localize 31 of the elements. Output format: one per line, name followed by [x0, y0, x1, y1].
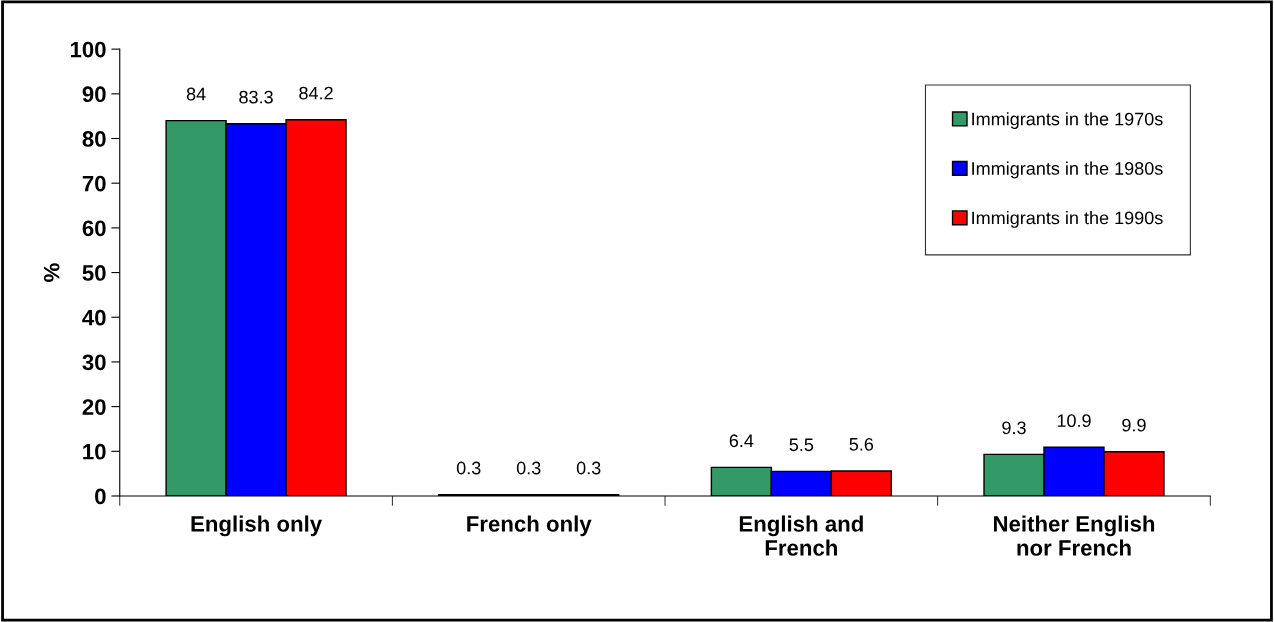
y-tick-label: 60 [82, 220, 106, 237]
data-label: 5.6 [849, 437, 874, 451]
legend-label: Immigrants in the 1980s [972, 161, 1163, 179]
legend-label: Immigrants in the 1990s [972, 211, 1163, 228]
data-label: 9.9 [1122, 418, 1146, 432]
y-tick-label: 40 [82, 309, 106, 326]
y-tick-label: 90 [82, 86, 106, 103]
x-tick-label: English and French [739, 515, 863, 556]
x-tick-label: Neither English nor French [993, 515, 1155, 556]
y-tick-label: 0 [95, 488, 106, 505]
y-tick-label: 20 [82, 399, 106, 415]
y-tick-label: 30 [82, 354, 106, 371]
x-tick-label: English only [191, 515, 323, 537]
data-label: 5.5 [789, 438, 814, 452]
data-label: 6.4 [729, 434, 754, 448]
data-label: 0.3 [456, 461, 481, 475]
data-label: 0.3 [576, 461, 601, 475]
y-tick-label: 70 [82, 175, 106, 192]
data-label: 83.3 [239, 90, 273, 104]
data-label: 0.3 [516, 461, 541, 475]
data-label: 10.9 [1057, 414, 1091, 428]
y-axis-title: % [43, 263, 60, 282]
data-label: 9.3 [1002, 421, 1026, 435]
x-tick-label: French only [467, 515, 592, 537]
legend-label: Immigrants in the 1970s [972, 112, 1163, 129]
data-label: 84.2 [299, 86, 333, 100]
y-tick-label: 100 [70, 41, 106, 58]
y-tick-label: 10 [83, 443, 106, 460]
y-tick-label: 50 [82, 265, 106, 281]
y-tick-label: 80 [82, 131, 106, 147]
data-label: 84 [186, 87, 206, 101]
